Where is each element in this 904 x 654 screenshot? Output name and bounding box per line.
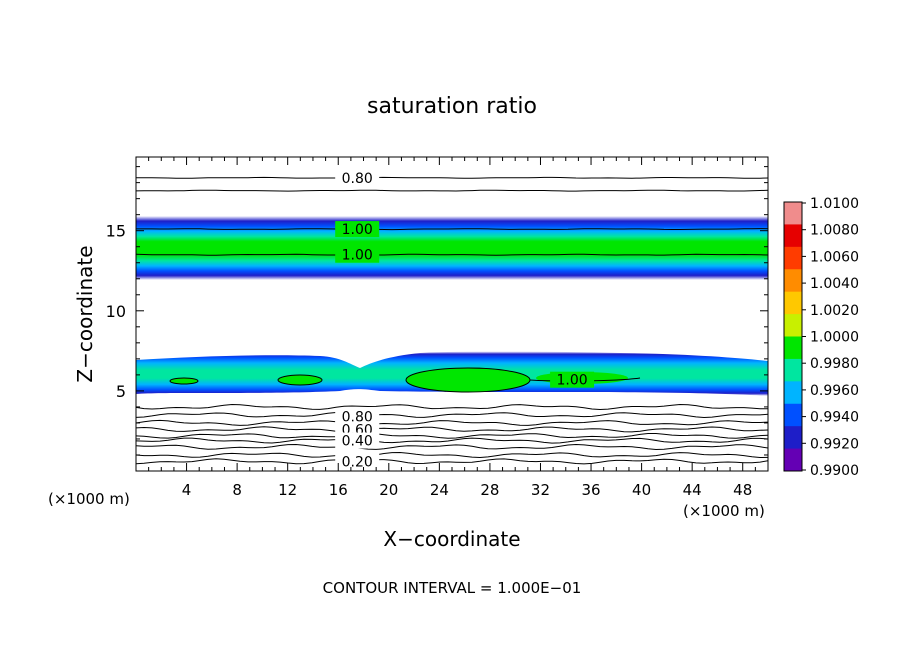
colorbar-label: 0.9940 [810, 410, 859, 426]
contour-line [136, 253, 768, 256]
contour-label-bg [335, 221, 380, 238]
contour-label-bg [335, 408, 380, 425]
contour-labels: 0.801.001.001.000.800.600.400.20 [335, 169, 595, 470]
y-tick-labels: 5 10 15 [106, 222, 126, 401]
axis-ticks [136, 157, 768, 471]
contour-line [136, 458, 768, 465]
contour-label: 1.00 [556, 373, 587, 389]
contour-line [136, 426, 768, 433]
colorbar-swatch [784, 246, 802, 270]
colorbar-label: 0.9980 [810, 356, 859, 372]
contour-label: 0.80 [342, 171, 373, 187]
colorbar-label: 1.0020 [810, 303, 859, 319]
green-patch [277, 374, 323, 386]
contour-line [136, 437, 768, 444]
contour-line [136, 403, 768, 411]
x-tick-label: 20 [379, 481, 398, 499]
x-tick-label: 40 [632, 481, 651, 499]
colorbar-swatch [784, 336, 802, 360]
colorbar-swatch [784, 314, 802, 337]
y-tick-label: 10 [106, 302, 126, 321]
contour-label: 1.00 [342, 222, 373, 238]
x-axis-label: X−coordinate [383, 527, 520, 551]
contour-line [136, 176, 768, 179]
x-unit-right: (×1000 m) [683, 502, 765, 520]
x-tick-label: 16 [329, 481, 348, 499]
contour-line [136, 443, 768, 451]
colorbar-swatch [784, 381, 802, 405]
chart-title: saturation ratio [367, 94, 537, 119]
contour-line [136, 228, 768, 231]
x-unit-left: (×1000 m) [48, 490, 130, 508]
y-axis-label: Z−coordinate [73, 245, 97, 382]
x-tick-label: 28 [480, 481, 499, 499]
contour-label-bg [335, 246, 380, 263]
contour-line [136, 189, 768, 192]
contour-label: 1.00 [342, 248, 373, 264]
x-tick-label: 8 [232, 481, 242, 499]
contour-label-bg [335, 432, 380, 449]
colorbar-swatch [784, 202, 802, 225]
contour-line [136, 432, 768, 439]
colorbar-swatch [784, 224, 802, 248]
green-patch [405, 367, 531, 393]
x-tick-label: 48 [733, 481, 752, 499]
contour-fill [136, 216, 768, 396]
colorbar-swatch [784, 403, 802, 427]
y-tick-label: 15 [106, 222, 126, 241]
colorbar-label: 1.0080 [810, 223, 859, 239]
colorbar-swatch [784, 426, 802, 450]
x-tick-labels: 4 8 12 16 20 24 28 32 36 40 44 48 [182, 481, 752, 499]
x-tick-label: 36 [581, 481, 600, 499]
contour-label: 0.20 [342, 454, 373, 470]
colorbar-label: 1.0000 [810, 330, 859, 346]
contour-label-bg [335, 169, 380, 186]
x-tick-label: 12 [278, 481, 297, 499]
x-tick-label: 32 [531, 481, 550, 499]
contour-label-bg [550, 371, 595, 388]
colorbar-label: 1.0060 [810, 249, 859, 265]
colorbar-label: 0.9960 [810, 383, 859, 399]
contour-line [136, 451, 768, 459]
colorbar: 1.0100 1.0080 1.0060 1.0040 1.0020 1.0000 0.99… [783, 196, 859, 479]
colorbar-label: 1.0100 [810, 196, 859, 212]
colorbar-swatch [784, 269, 802, 293]
colorbar-label: 0.9920 [810, 436, 859, 452]
contour-interval-note: CONTOUR INTERVAL = 1.000E−01 [323, 579, 582, 597]
x-tick-label: 4 [182, 481, 192, 499]
colorbar-swatch [784, 358, 802, 382]
contour-lines [136, 176, 768, 465]
x-tick-label: 24 [430, 481, 449, 499]
green-patch [169, 377, 199, 385]
colorbar-swatch [784, 291, 802, 315]
contour-line [136, 419, 768, 426]
upper-saturation-band [136, 216, 768, 280]
contour-label-bg [335, 453, 380, 470]
x-tick-label: 44 [683, 481, 702, 499]
colorbar-swatch [784, 448, 802, 472]
contour-line [136, 411, 768, 419]
colorbar-label: 0.9900 [810, 463, 859, 479]
y-tick-label: 5 [116, 382, 126, 401]
colorbar-label: 1.0040 [810, 276, 859, 292]
contour-label: 0.40 [342, 434, 373, 450]
